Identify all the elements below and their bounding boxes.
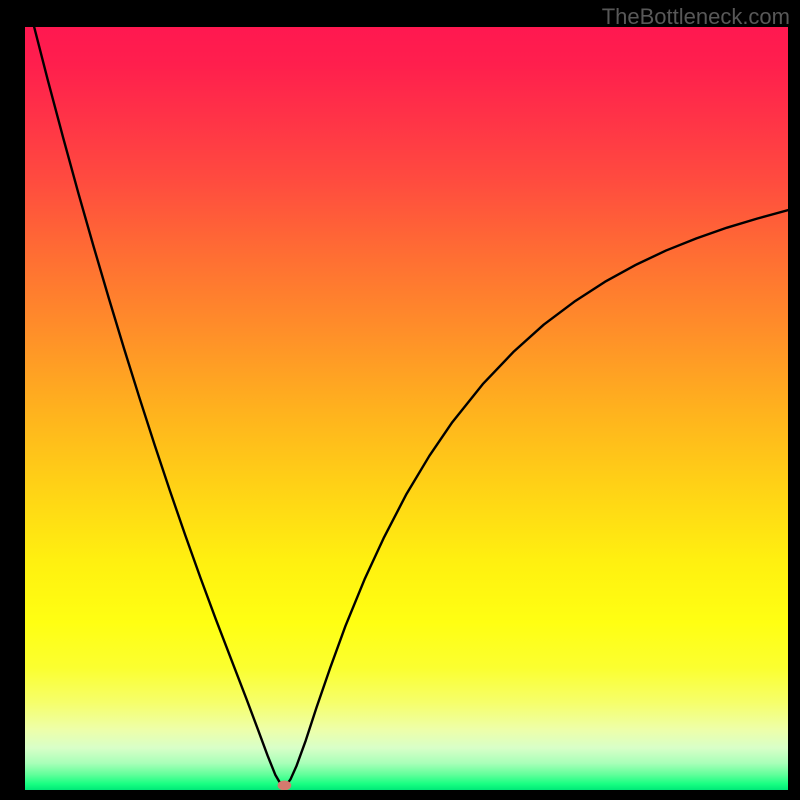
chart-svg	[0, 0, 800, 800]
bottleneck-chart: TheBottleneck.com	[0, 0, 800, 800]
watermark-text: TheBottleneck.com	[602, 4, 790, 30]
chart-gradient-background	[25, 27, 788, 790]
optimal-point-marker	[278, 780, 292, 790]
